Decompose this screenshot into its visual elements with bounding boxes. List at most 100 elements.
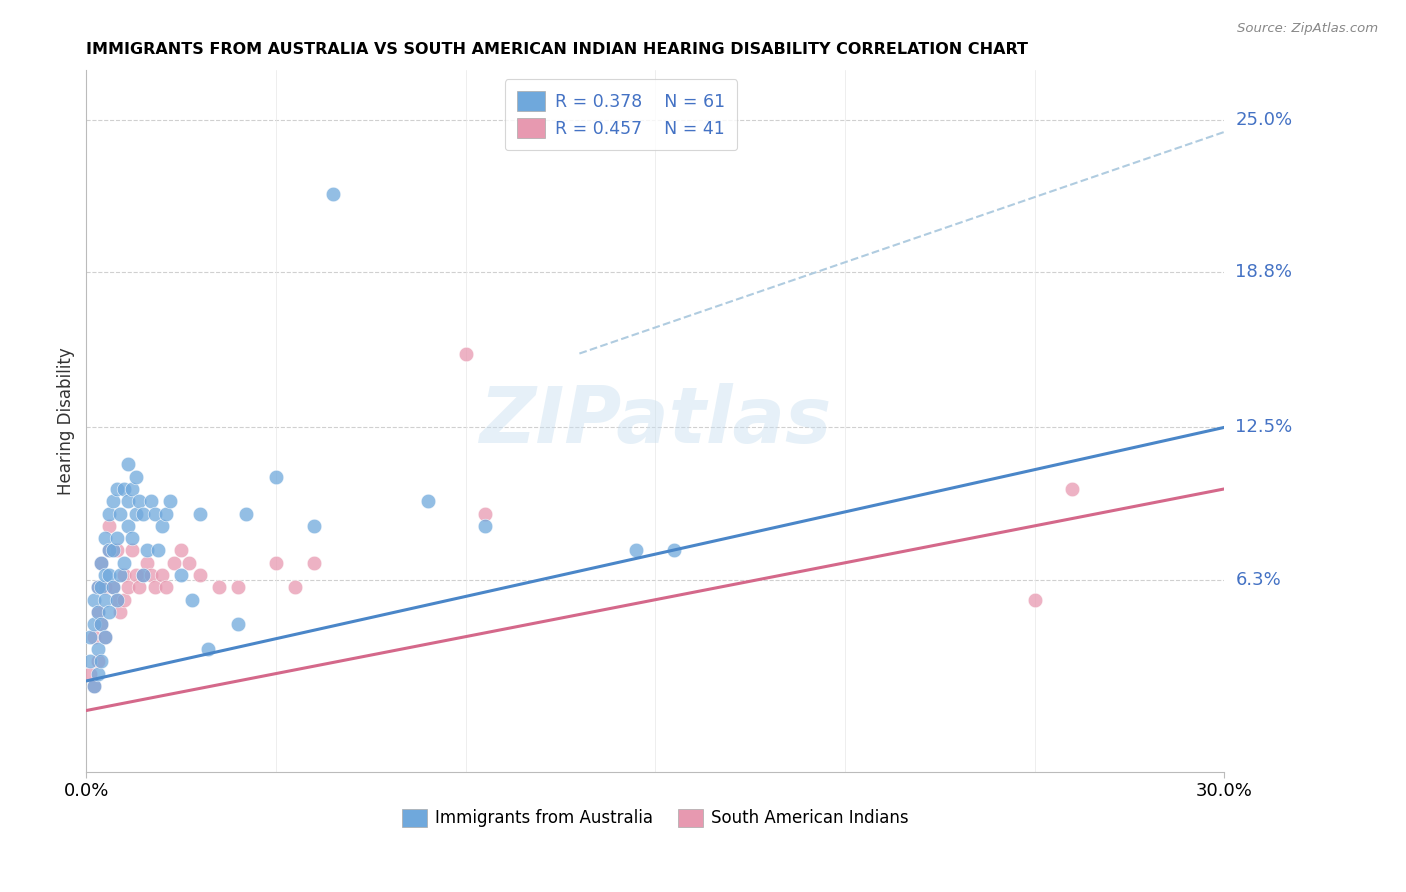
Point — [110, 605, 132, 619]
Point — [110, 568, 132, 582]
Point — [117, 519, 139, 533]
Point — [235, 507, 257, 521]
Point — [132, 568, 155, 582]
Point — [150, 568, 173, 582]
Point — [101, 581, 124, 595]
Point — [94, 568, 117, 582]
Point — [101, 543, 124, 558]
Text: 12.5%: 12.5% — [1236, 418, 1292, 436]
Point — [150, 519, 173, 533]
Point — [416, 494, 439, 508]
Point — [94, 630, 117, 644]
Point — [155, 507, 177, 521]
Point — [143, 581, 166, 595]
Point — [94, 531, 117, 545]
Text: ZIPatlas: ZIPatlas — [479, 384, 831, 459]
Point — [83, 630, 105, 644]
Point — [162, 556, 184, 570]
Text: Source: ZipAtlas.com: Source: ZipAtlas.com — [1237, 22, 1378, 36]
Point — [83, 592, 105, 607]
Point — [322, 186, 344, 201]
Point — [454, 346, 477, 360]
Point — [98, 568, 121, 582]
Point — [105, 592, 128, 607]
Point — [86, 642, 108, 657]
Point — [136, 556, 159, 570]
Point — [124, 507, 146, 521]
Point — [136, 543, 159, 558]
Text: IMMIGRANTS FROM AUSTRALIA VS SOUTH AMERICAN INDIAN HEARING DISABILITY CORRELATIO: IMMIGRANTS FROM AUSTRALIA VS SOUTH AMERI… — [86, 42, 1028, 57]
Point — [83, 617, 105, 632]
Point — [474, 519, 496, 533]
Point — [208, 581, 231, 595]
Point — [155, 581, 177, 595]
Point — [284, 581, 307, 595]
Point — [121, 482, 143, 496]
Point — [177, 556, 200, 570]
Point — [124, 568, 146, 582]
Text: 18.8%: 18.8% — [1236, 263, 1292, 281]
Point — [170, 568, 193, 582]
Point — [226, 617, 249, 632]
Point — [112, 568, 135, 582]
Point — [110, 507, 132, 521]
Point — [128, 494, 150, 508]
Point — [79, 630, 101, 644]
Point — [94, 592, 117, 607]
Point — [98, 519, 121, 533]
Point — [90, 556, 112, 570]
Point — [94, 581, 117, 595]
Text: 6.3%: 6.3% — [1236, 571, 1281, 589]
Point — [188, 507, 211, 521]
Point — [1024, 592, 1046, 607]
Point — [105, 531, 128, 545]
Point — [159, 494, 181, 508]
Point — [302, 556, 325, 570]
Point — [101, 581, 124, 595]
Point — [181, 592, 204, 607]
Point — [101, 494, 124, 508]
Point — [170, 543, 193, 558]
Point — [132, 568, 155, 582]
Point — [117, 458, 139, 472]
Point — [302, 519, 325, 533]
Point — [98, 507, 121, 521]
Y-axis label: Hearing Disability: Hearing Disability — [58, 347, 75, 495]
Point — [117, 581, 139, 595]
Point — [264, 469, 287, 483]
Point — [86, 605, 108, 619]
Point — [94, 630, 117, 644]
Point — [90, 581, 112, 595]
Point — [148, 543, 170, 558]
Point — [132, 507, 155, 521]
Point — [474, 507, 496, 521]
Point — [188, 568, 211, 582]
Point — [83, 679, 105, 693]
Point — [197, 642, 219, 657]
Point — [79, 666, 101, 681]
Point — [86, 666, 108, 681]
Point — [98, 543, 121, 558]
Point — [143, 507, 166, 521]
Point — [90, 556, 112, 570]
Point — [90, 654, 112, 668]
Point — [112, 482, 135, 496]
Point — [98, 605, 121, 619]
Point — [226, 581, 249, 595]
Point — [98, 543, 121, 558]
Text: 25.0%: 25.0% — [1236, 111, 1292, 128]
Legend: Immigrants from Australia, South American Indians: Immigrants from Australia, South America… — [395, 802, 915, 834]
Point — [105, 482, 128, 496]
Point — [79, 654, 101, 668]
Point — [86, 605, 108, 619]
Point — [112, 556, 135, 570]
Point — [1062, 482, 1084, 496]
Point — [90, 617, 112, 632]
Point — [112, 592, 135, 607]
Point — [124, 469, 146, 483]
Point — [83, 679, 105, 693]
Point — [86, 654, 108, 668]
Point — [86, 581, 108, 595]
Point — [121, 543, 143, 558]
Point — [117, 494, 139, 508]
